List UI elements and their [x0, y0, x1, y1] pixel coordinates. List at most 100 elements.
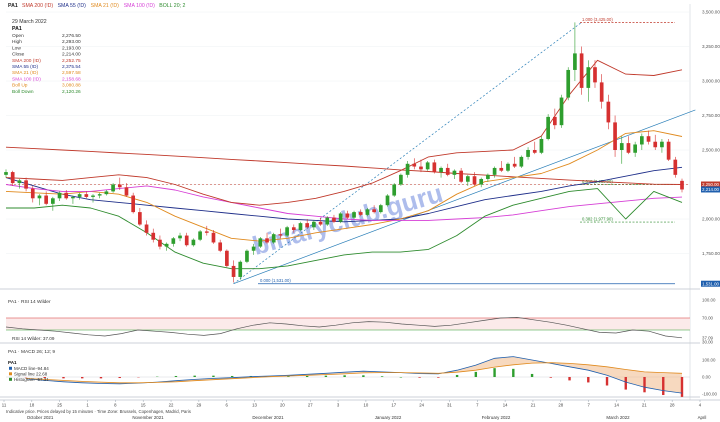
candle-body[interactable] — [512, 163, 517, 167]
candle-body[interactable] — [492, 167, 497, 175]
candle-body[interactable] — [452, 170, 457, 175]
candle-body[interactable] — [539, 138, 544, 153]
candle-body[interactable] — [579, 53, 584, 88]
candle-body[interactable] — [559, 97, 564, 126]
candle-body[interactable] — [606, 101, 611, 123]
candle-body[interactable] — [111, 184, 115, 192]
candle-body[interactable] — [358, 212, 363, 215]
candle-body[interactable] — [573, 53, 577, 70]
candle-body[interactable] — [184, 235, 189, 246]
candle-body[interactable] — [77, 194, 82, 197]
candle-body[interactable] — [171, 238, 176, 244]
candle-body[interactable] — [291, 227, 296, 231]
candle-body[interactable] — [378, 205, 383, 213]
candle-body[interactable] — [526, 150, 530, 157]
candle-body[interactable] — [445, 167, 450, 175]
candle-body[interactable] — [198, 231, 202, 240]
candle-body[interactable] — [640, 136, 644, 145]
candle-body[interactable] — [124, 187, 129, 196]
candle-body[interactable] — [352, 212, 356, 218]
candle-body[interactable] — [552, 116, 557, 126]
candle-body[interactable] — [298, 223, 303, 231]
candle-body[interactable] — [91, 195, 95, 197]
candle-body[interactable] — [285, 227, 289, 236]
candle-body[interactable] — [653, 141, 658, 148]
candle-body[interactable] — [586, 67, 591, 88]
candle-body[interactable] — [204, 231, 209, 233]
candle-body[interactable] — [4, 172, 8, 175]
candle-body[interactable] — [506, 163, 510, 171]
candle-body[interactable] — [178, 235, 182, 239]
candle-body[interactable] — [245, 250, 249, 262]
candle-body[interactable] — [619, 143, 624, 150]
candle-body[interactable] — [278, 234, 283, 236]
candle-body[interactable] — [432, 162, 437, 173]
candle-body[interactable] — [673, 159, 678, 175]
candle-body[interactable] — [164, 243, 169, 247]
candle-body[interactable] — [399, 174, 403, 185]
candle-body[interactable] — [44, 195, 48, 204]
candle-body[interactable] — [104, 191, 109, 195]
candle-body[interactable] — [405, 163, 410, 175]
candle-body[interactable] — [24, 180, 28, 189]
candle-body[interactable] — [238, 261, 243, 277]
candle-body[interactable] — [97, 194, 102, 196]
candle-body[interactable] — [57, 192, 62, 199]
candle-body[interactable] — [325, 217, 330, 225]
candle-body[interactable] — [191, 239, 196, 246]
candle-body[interactable] — [138, 212, 142, 225]
candle-body[interactable] — [218, 242, 223, 251]
candle-body[interactable] — [626, 143, 631, 153]
candle-body[interactable] — [479, 178, 484, 185]
candle-body[interactable] — [345, 213, 350, 218]
candle-body[interactable] — [131, 195, 136, 213]
candle-body[interactable] — [51, 198, 55, 204]
candle-body[interactable] — [486, 174, 490, 179]
candle-body[interactable] — [633, 144, 637, 153]
candle-body[interactable] — [37, 195, 42, 199]
candle-body[interactable] — [392, 184, 397, 196]
candle-body[interactable] — [680, 180, 684, 190]
candle-body[interactable] — [646, 136, 651, 142]
candle-body[interactable] — [231, 265, 236, 277]
candle-body[interactable] — [151, 232, 156, 240]
candle-body[interactable] — [312, 221, 316, 228]
candle-body[interactable] — [318, 221, 323, 225]
candle-body[interactable] — [385, 195, 390, 206]
candle-body[interactable] — [158, 239, 162, 247]
candle-body[interactable] — [419, 166, 423, 170]
candle-body[interactable] — [532, 150, 537, 153]
candle-body[interactable] — [365, 209, 370, 215]
candle-body[interactable] — [499, 167, 504, 171]
candle-body[interactable] — [613, 122, 617, 150]
candle-body[interactable] — [84, 194, 89, 197]
candle-body[interactable] — [599, 82, 604, 102]
candle-body[interactable] — [271, 234, 276, 243]
candle-body[interactable] — [71, 196, 75, 199]
candle-body[interactable] — [425, 162, 430, 170]
candle-body[interactable] — [225, 250, 229, 266]
candle-body[interactable] — [412, 163, 417, 167]
candle-body[interactable] — [519, 156, 524, 167]
candle-body[interactable] — [30, 188, 35, 199]
candle-body[interactable] — [211, 232, 216, 243]
candle-body[interactable] — [144, 224, 149, 233]
candle-body[interactable] — [17, 180, 22, 184]
candle-body[interactable] — [265, 238, 269, 243]
candle-body[interactable] — [566, 69, 571, 98]
candle-body[interactable] — [666, 141, 671, 160]
candle-body[interactable] — [10, 172, 15, 184]
candle-body[interactable] — [439, 167, 443, 173]
candle-body[interactable] — [472, 176, 477, 185]
candle-body[interactable] — [332, 217, 336, 222]
candle-body[interactable] — [593, 67, 597, 83]
candle-body[interactable] — [258, 238, 263, 247]
candle-body[interactable] — [305, 223, 310, 228]
candle-body[interactable] — [117, 184, 122, 188]
candle-body[interactable] — [372, 209, 376, 213]
candle-body[interactable] — [64, 192, 69, 199]
candle-body[interactable] — [338, 213, 343, 222]
candle-body[interactable] — [546, 116, 550, 139]
candle-body[interactable] — [465, 176, 470, 182]
candle-body[interactable] — [660, 141, 664, 148]
